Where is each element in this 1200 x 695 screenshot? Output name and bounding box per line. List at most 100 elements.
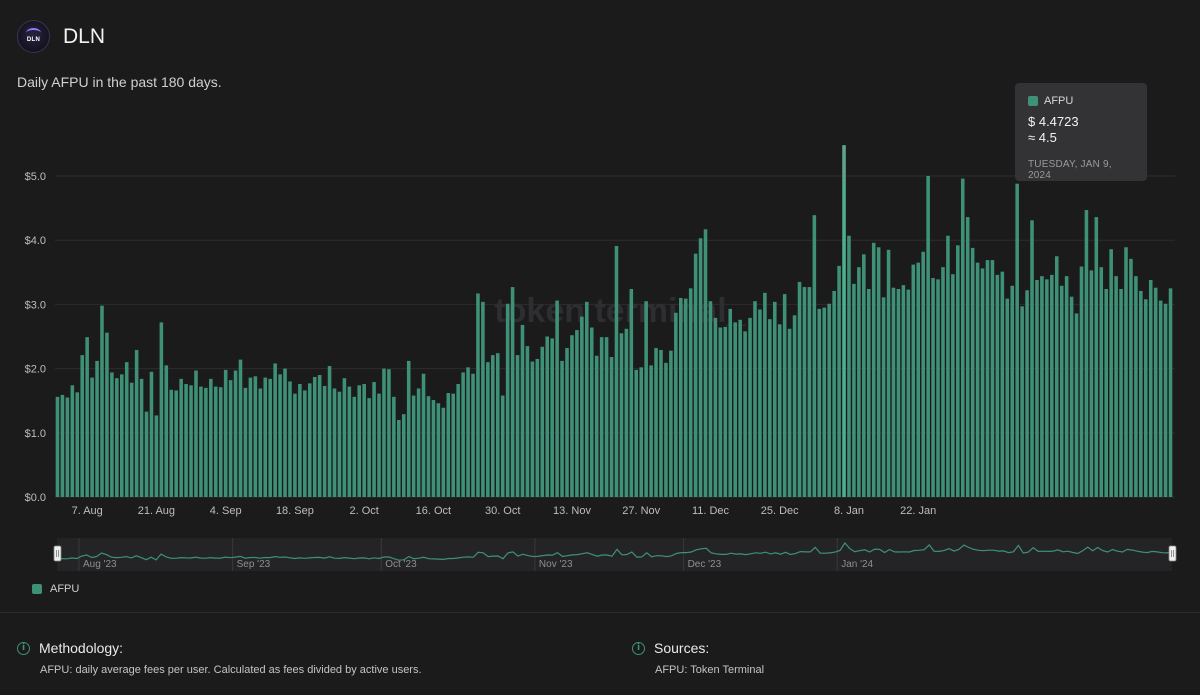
bar [921, 251, 925, 497]
bar [980, 268, 985, 497]
bar [916, 262, 921, 497]
bar [70, 385, 75, 497]
bar [906, 289, 911, 497]
info-icon: i [632, 641, 645, 655]
bar [807, 287, 812, 497]
bar [367, 398, 371, 497]
bar [960, 178, 965, 497]
x-tick-label: 18. Sep [276, 505, 314, 517]
bar [797, 281, 802, 497]
bar [347, 386, 352, 497]
bar [352, 396, 357, 497]
bar [679, 297, 683, 497]
bar [253, 376, 258, 497]
bar [303, 390, 307, 497]
bar [891, 287, 896, 497]
x-tick-label: 16. Oct [416, 505, 451, 517]
bar [832, 290, 836, 497]
bar [669, 350, 673, 497]
bar [530, 361, 535, 497]
bar [159, 322, 164, 497]
bar [995, 274, 1000, 497]
bar [505, 303, 510, 497]
y-tick-label: $3.0 [25, 299, 46, 311]
bar [238, 359, 243, 497]
bar [926, 176, 930, 497]
bar [85, 337, 89, 497]
bar [194, 370, 198, 497]
bar [614, 245, 619, 497]
bar [1124, 247, 1128, 497]
bar [847, 235, 851, 497]
bar [426, 396, 431, 497]
bar [624, 328, 629, 497]
bar [90, 377, 94, 497]
bar [703, 229, 708, 498]
bar [456, 384, 460, 497]
bar [1015, 183, 1019, 497]
x-tick-label: 8. Jan [834, 505, 864, 517]
bar [169, 389, 174, 497]
bar [1129, 258, 1133, 497]
bar [312, 376, 317, 497]
bar [634, 369, 639, 497]
bar [688, 288, 693, 497]
bar [327, 366, 332, 497]
bar [763, 292, 767, 497]
bar [209, 378, 213, 497]
bar [1040, 276, 1044, 497]
bar [975, 262, 980, 497]
bar [451, 393, 455, 497]
bar [1104, 288, 1108, 497]
bar [1134, 276, 1138, 497]
bar [609, 357, 614, 497]
methodology-title: Methodology: [39, 640, 124, 656]
bar [565, 348, 569, 497]
y-tick-label: $4.0 [25, 235, 46, 247]
bar [1005, 298, 1010, 497]
bar [1144, 299, 1148, 497]
bar [1020, 306, 1024, 497]
bar [332, 388, 337, 497]
bar [951, 274, 955, 497]
bar [293, 393, 297, 497]
bar [580, 316, 584, 497]
legend-swatch [32, 584, 42, 594]
bar [471, 373, 475, 497]
bar [278, 374, 282, 497]
bar [674, 312, 678, 497]
logo-arc-icon [26, 28, 41, 38]
y-tick-label: $1.0 [25, 428, 46, 440]
bar [693, 253, 698, 497]
bar [179, 378, 183, 497]
bar [337, 391, 342, 497]
bar [174, 390, 178, 497]
x-tick-label: 11. Dec [692, 505, 730, 517]
bar [1163, 303, 1168, 497]
bar [65, 397, 70, 497]
bar [421, 373, 426, 497]
methodology-text: AFPU: daily average fees per user. Calcu… [40, 664, 422, 676]
bar [1119, 288, 1123, 497]
bar [416, 388, 421, 497]
bar [1064, 276, 1069, 497]
bar [60, 394, 65, 497]
sources-text: AFPU: Token Terminal [655, 664, 765, 676]
bar [115, 378, 119, 497]
bar [317, 375, 322, 497]
bar [901, 285, 906, 497]
bar [144, 411, 149, 497]
bar [189, 385, 193, 497]
x-tick-label: 22. Jan [900, 505, 936, 517]
bar [792, 315, 797, 497]
bar [387, 369, 391, 497]
chart-legend[interactable]: AFPU [32, 583, 79, 595]
bar [525, 346, 530, 497]
bar [441, 407, 446, 497]
bar [377, 393, 381, 497]
bar [268, 378, 272, 497]
page-title: DLN [63, 24, 106, 48]
bar [1168, 288, 1173, 497]
bar [842, 145, 846, 497]
